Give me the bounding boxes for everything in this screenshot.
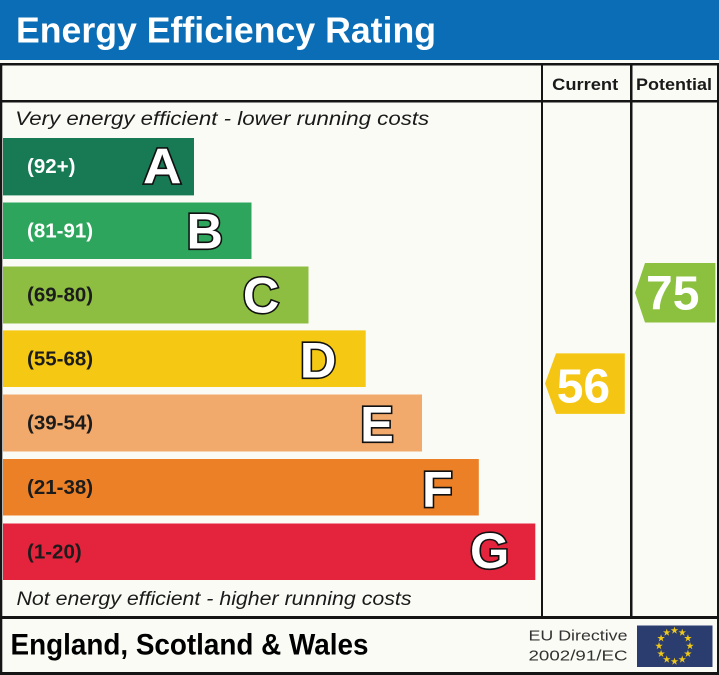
svg-text:(21-38): (21-38) bbox=[27, 476, 93, 499]
svg-text:C: C bbox=[243, 266, 279, 323]
svg-text:75: 75 bbox=[646, 268, 699, 321]
svg-text:Not energy efficient - higher: Not energy efficient - higher running co… bbox=[17, 589, 413, 610]
svg-text:E: E bbox=[360, 396, 394, 453]
svg-text:56: 56 bbox=[557, 361, 610, 414]
svg-text:(92+): (92+) bbox=[27, 155, 75, 178]
svg-text:A: A bbox=[143, 138, 182, 195]
svg-text:F: F bbox=[422, 460, 453, 517]
svg-text:(81-91): (81-91) bbox=[27, 220, 93, 243]
svg-text:Very energy efficient - lower: Very energy efficient - lower running co… bbox=[15, 109, 430, 130]
svg-text:B: B bbox=[187, 203, 223, 260]
svg-text:Potential: Potential bbox=[636, 75, 712, 94]
svg-text:(69-80): (69-80) bbox=[27, 284, 93, 307]
svg-text:Energy Efficiency Rating: Energy Efficiency Rating bbox=[16, 9, 436, 50]
svg-text:(55-68): (55-68) bbox=[27, 347, 93, 370]
svg-text:England, Scotland & Wales: England, Scotland & Wales bbox=[11, 629, 369, 662]
svg-text:G: G bbox=[470, 522, 509, 579]
svg-text:Current: Current bbox=[552, 75, 618, 94]
svg-text:EU Directive: EU Directive bbox=[529, 628, 628, 645]
svg-text:(1-20): (1-20) bbox=[27, 541, 82, 564]
svg-text:(39-54): (39-54) bbox=[27, 412, 93, 435]
svg-text:2002/91/EC: 2002/91/EC bbox=[529, 648, 628, 665]
svg-text:D: D bbox=[300, 331, 336, 388]
